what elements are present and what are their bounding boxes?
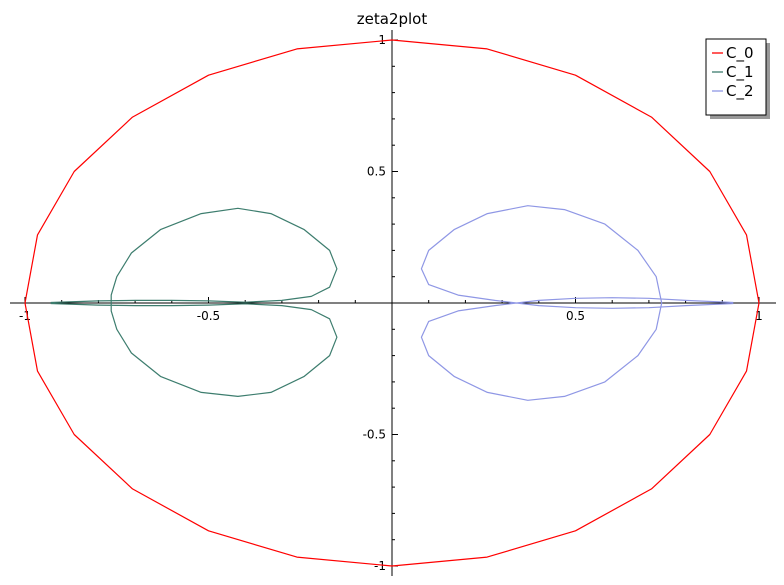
x-tick-label: -0.5 — [197, 309, 220, 323]
legend-label: C_2 — [726, 82, 754, 101]
y-tick-label: 1 — [378, 33, 386, 47]
y-tick-label: 0.5 — [367, 165, 386, 179]
x-tick-label: 1 — [755, 309, 763, 323]
x-tick-label: -1 — [19, 309, 31, 323]
y-tick-label: -0.5 — [363, 428, 386, 442]
series-line-1 — [50, 207, 338, 397]
x-tick-label: 0.5 — [566, 309, 585, 323]
series-layer — [24, 39, 760, 567]
legend-label: C_1 — [726, 63, 754, 82]
chart-title: zeta2plot — [357, 10, 428, 28]
legend-label: C_0 — [726, 44, 754, 63]
series-line-2 — [420, 205, 734, 401]
legend: C_0C_1C_2 — [705, 38, 770, 119]
legend-box — [705, 38, 767, 116]
series-line-0 — [24, 39, 760, 567]
y-tick-label: -1 — [374, 559, 386, 573]
axes: -1 -0.5 0.5 1 1 0.5 -0.5 -1 — [10, 30, 776, 576]
